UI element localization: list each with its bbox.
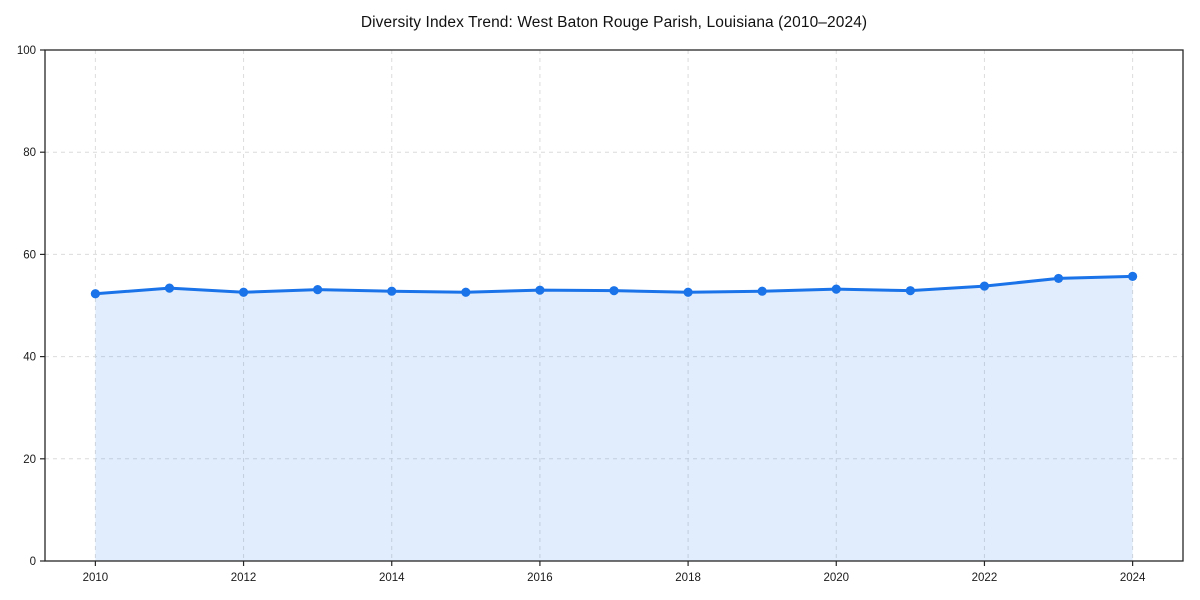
data-point-marker [831,284,841,294]
data-point-marker [164,283,175,293]
area-fill [95,276,1133,561]
y-tick-label: 100 [17,45,36,57]
data-point-marker [683,287,693,297]
y-tick-label: 20 [23,454,36,466]
chart-title: Diversity Index Trend: West Baton Rouge … [360,14,868,31]
x-tick-label: 2022 [972,572,998,584]
data-point-marker [1053,273,1064,284]
x-tick-label: 2018 [675,572,701,584]
x-tick-label: 2016 [527,572,553,584]
data-point-marker [1128,271,1138,281]
data-point-marker [90,289,100,299]
y-tick-label: 0 [30,556,36,568]
x-tick-label: 2014 [379,572,405,584]
data-point-marker [905,286,915,296]
x-tick-label: 2024 [1120,572,1146,584]
data-point-marker [535,285,545,295]
data-point-marker [609,286,619,296]
data-point-marker [979,281,990,291]
data-point-marker [313,285,323,295]
plot-border [44,49,1184,562]
y-tick-label: 60 [23,249,36,261]
data-point-marker [238,287,249,297]
y-tick-label: 40 [23,352,36,364]
data-point-marker [757,286,767,296]
y-tick-label: 80 [23,147,36,159]
data-point-marker [461,287,471,297]
x-tick-label: 2020 [823,572,849,584]
x-tick-label: 2010 [83,572,109,584]
x-tick-label: 2012 [231,572,257,584]
data-point-marker [387,286,397,296]
